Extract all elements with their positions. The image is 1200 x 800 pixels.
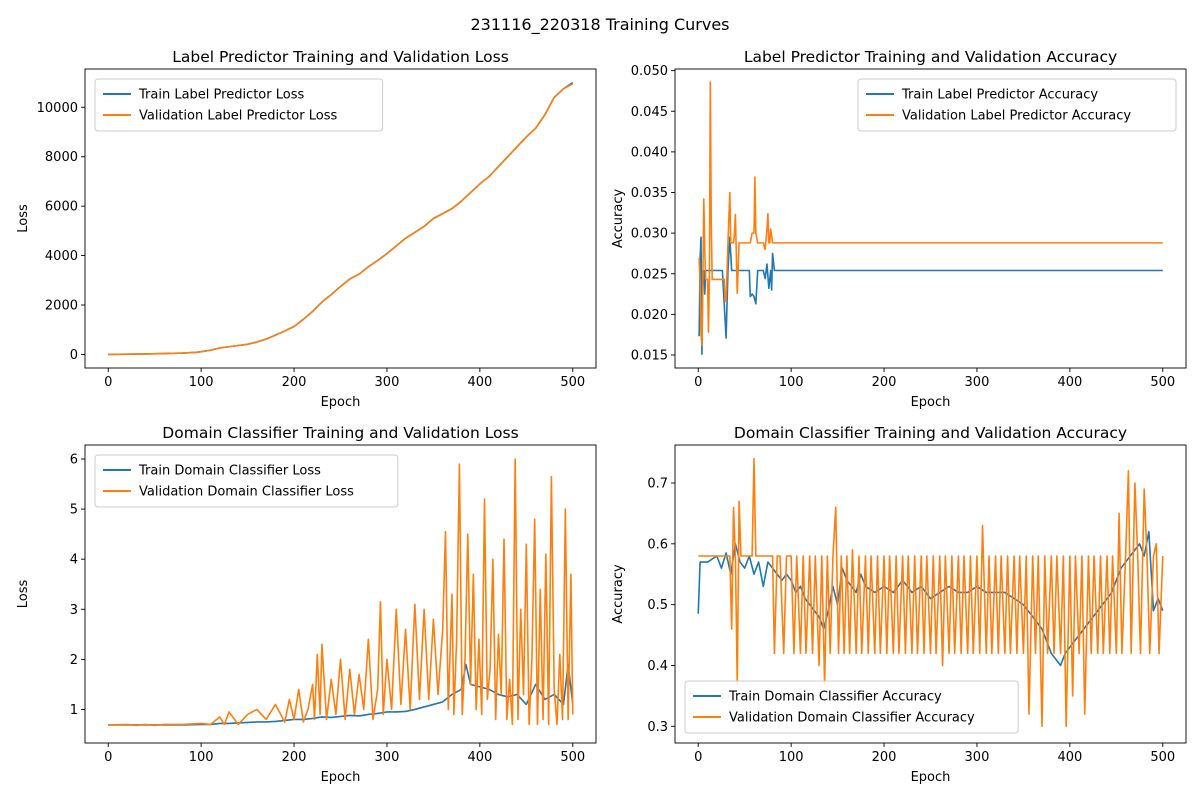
- y-tick-label: 6: [70, 453, 78, 468]
- legend-box: [94, 454, 399, 508]
- y-tick-label: 2000: [45, 298, 78, 313]
- y-tick-label: 8000: [45, 150, 78, 165]
- y-tick-label: 0.5: [647, 598, 668, 613]
- y-axis-label: Accuracy: [611, 189, 626, 249]
- x-tick-label: 500: [560, 750, 585, 765]
- plot-area: [108, 81, 574, 356]
- axes-frame: [674, 68, 1187, 369]
- x-tick-label: 500: [1150, 375, 1175, 390]
- axes-frame: [84, 444, 597, 744]
- legend-box: [94, 78, 384, 132]
- y-axis-label: Accuracy: [611, 564, 626, 624]
- y-tick-label: 0.6: [647, 537, 668, 552]
- chart-title: Domain Classifier Training and Validatio…: [734, 424, 1127, 442]
- x-axis-label: Epoch: [911, 395, 951, 410]
- x-tick-label: 200: [872, 750, 897, 765]
- y-tick-label: 0.4: [647, 659, 668, 674]
- x-tick-label: 100: [189, 750, 214, 765]
- axes-frame: [674, 444, 1187, 744]
- x-tick-label: 0: [694, 375, 702, 390]
- x-tick-label: 100: [189, 375, 214, 390]
- x-tick-label: 200: [282, 375, 307, 390]
- x-tick-label: 300: [965, 375, 990, 390]
- x-tick-label: 100: [779, 375, 804, 390]
- y-tick-label: 0.015: [631, 349, 668, 364]
- x-tick-label: 400: [467, 375, 492, 390]
- y-tick-label: 0.030: [631, 227, 668, 242]
- y-tick-label: 4000: [45, 249, 78, 264]
- y-tick-label: 5: [70, 503, 78, 518]
- axes-frame: [84, 68, 597, 369]
- y-axis-label: Loss: [16, 204, 31, 233]
- legend-label-validation: Validation Domain Classifier Accuracy: [729, 711, 975, 726]
- x-tick-label: 0: [104, 375, 112, 390]
- y-tick-label: 3: [70, 603, 78, 618]
- x-axis-label: Epoch: [911, 770, 951, 785]
- y-tick-label: 0.040: [631, 145, 668, 160]
- y-tick-label: 0.050: [631, 64, 668, 79]
- plot-area: [698, 81, 1163, 355]
- legend: Train Label Predictor Accuracy Validation…: [857, 78, 1177, 132]
- series-line-validation: [108, 83, 574, 356]
- legend-label-validation: Validation Label Predictor Loss: [139, 109, 337, 124]
- y-tick-label: 6000: [45, 200, 78, 215]
- x-tick-label: 0: [694, 750, 702, 765]
- legend: Train Label Predictor Loss Validation Lab…: [94, 78, 384, 132]
- legend-label-train: Train Domain Classifier Loss: [138, 464, 321, 479]
- legend: Train Domain Classifier Loss Validation D…: [94, 454, 399, 508]
- x-tick-label: 300: [375, 750, 400, 765]
- chart-panel-3: Domain Classifier Training and Validatio…: [16, 424, 597, 785]
- series-line-validation: [698, 81, 1163, 347]
- y-tick-label: 0: [70, 348, 78, 363]
- x-tick-label: 400: [1057, 375, 1082, 390]
- chart-panel-2: Label Predictor Training and Validation …: [611, 48, 1187, 410]
- y-tick-label: 4: [70, 553, 78, 568]
- chart-panel-1: Label Predictor Training and Validation …: [16, 48, 597, 410]
- x-tick-label: 300: [375, 375, 400, 390]
- y-tick-label: 0.7: [647, 477, 668, 492]
- y-tick-label: 0.025: [631, 267, 668, 282]
- x-tick-label: 100: [779, 750, 804, 765]
- figure-suptitle: 231116_220318 Training Curves: [471, 15, 730, 35]
- x-tick-label: 500: [560, 375, 585, 390]
- series-line-validation: [108, 458, 574, 727]
- legend-label-train: Train Domain Classifier Accuracy: [728, 690, 942, 705]
- x-tick-label: 400: [467, 750, 492, 765]
- legend-label-validation: Validation Label Predictor Accuracy: [902, 109, 1131, 124]
- x-tick-label: 500: [1150, 750, 1175, 765]
- x-axis-label: Epoch: [321, 395, 361, 410]
- chart-title: Label Predictor Training and Validation …: [172, 48, 509, 66]
- plot-area: [108, 458, 574, 727]
- chart-title: Domain Classifier Training and Validatio…: [162, 424, 518, 442]
- y-tick-label: 0.020: [631, 308, 668, 323]
- x-axis-label: Epoch: [321, 770, 361, 785]
- y-tick-label: 0.045: [631, 105, 668, 120]
- legend: Train Domain Classifier Accuracy Validati…: [684, 680, 1019, 734]
- y-tick-label: 0.035: [631, 186, 668, 201]
- x-tick-label: 300: [965, 750, 990, 765]
- y-tick-label: 0.3: [647, 720, 668, 735]
- y-tick-label: 2: [70, 653, 78, 668]
- chart-title: Label Predictor Training and Validation …: [744, 48, 1117, 66]
- x-tick-label: 200: [872, 375, 897, 390]
- subplot-grid: Label Predictor Training and Validation …: [16, 48, 1187, 785]
- plot-area: [697, 457, 1164, 728]
- series-line-validation: [698, 457, 1164, 728]
- x-tick-label: 400: [1057, 750, 1082, 765]
- legend-box: [684, 680, 1019, 734]
- legend-label-train: Train Label Predictor Accuracy: [901, 88, 1098, 103]
- y-tick-label: 1: [70, 703, 78, 718]
- legend-box: [857, 78, 1177, 132]
- x-tick-label: 0: [104, 750, 112, 765]
- y-axis-label: Loss: [16, 580, 31, 609]
- x-tick-label: 200: [282, 750, 307, 765]
- y-tick-label: 10000: [37, 101, 78, 116]
- chart-panel-4: Domain Classifier Training and Validatio…: [611, 424, 1187, 785]
- legend-label-train: Train Label Predictor Loss: [138, 88, 304, 103]
- legend-label-validation: Validation Domain Classifier Loss: [139, 485, 354, 500]
